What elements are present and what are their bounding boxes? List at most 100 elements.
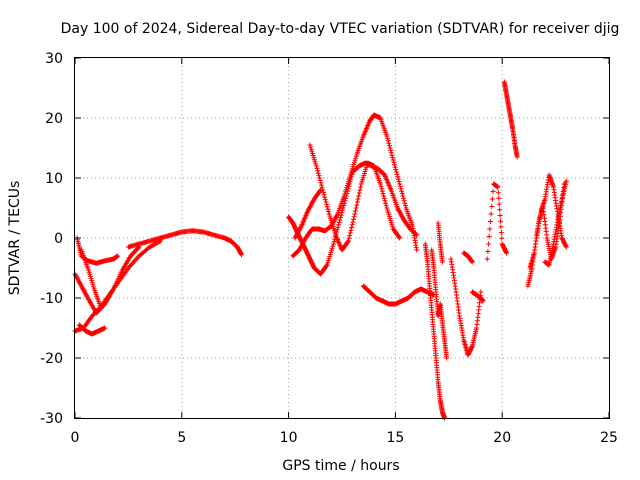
data-point (489, 196, 495, 202)
x-axis-label: GPS time / hours (282, 458, 399, 474)
x-tick-label: 0 (71, 430, 80, 446)
axis-ticks: 0 5 10 15 20 25 -30 -20 -10 0 10 20 30 (40, 51, 618, 446)
data-point (334, 227, 340, 233)
data-point (384, 135, 390, 141)
plot-frame (74, 57, 610, 419)
data-point (325, 206, 331, 212)
data-point (354, 202, 360, 208)
series-arc-10 (292, 187, 324, 241)
data-point (497, 213, 503, 218)
data-point (349, 225, 355, 230)
data-point (397, 235, 403, 241)
data-point (348, 227, 354, 233)
data-point (390, 155, 396, 161)
series-arc-5 (78, 247, 104, 310)
data-point (381, 193, 387, 199)
data-point (317, 177, 323, 183)
data-point (485, 249, 491, 254)
data-point (401, 195, 407, 201)
data-point (383, 203, 389, 209)
data-point (337, 217, 343, 223)
data-point (352, 208, 358, 214)
data-point (340, 205, 346, 211)
data-point (496, 201, 502, 207)
series-arc-11 (360, 283, 437, 307)
data-point (486, 241, 492, 247)
data-point (392, 162, 398, 168)
data-point (514, 154, 520, 160)
data-point (358, 184, 364, 190)
data-point (388, 150, 394, 156)
chart-title: Day 100 of 2024, Sidereal Day-to-day VTE… (61, 21, 620, 37)
data-point (393, 169, 399, 175)
data-point (387, 145, 393, 151)
data-point (563, 244, 569, 250)
series-arc-22 (542, 178, 569, 268)
data-point (317, 188, 323, 194)
data-point (498, 230, 504, 236)
data-point (324, 201, 330, 207)
data-point (397, 183, 403, 189)
data-point (503, 250, 509, 256)
series-arc-18 (484, 181, 509, 262)
data-point (480, 298, 486, 304)
data-point (316, 173, 322, 179)
data-point (350, 219, 356, 225)
x-tick-label: 5 (177, 430, 186, 446)
data-point (490, 189, 496, 194)
series-arc-6 (125, 228, 245, 258)
data-point (339, 210, 345, 216)
data-point (395, 174, 401, 180)
data-point (346, 235, 352, 241)
data-point (496, 195, 502, 201)
data-point (336, 219, 342, 225)
data-point (345, 239, 351, 245)
data-point (351, 216, 357, 222)
data-point (115, 253, 121, 259)
data-point (402, 203, 408, 209)
data-point (401, 198, 407, 204)
y-tick-label: -20 (40, 351, 63, 367)
data-point (314, 165, 320, 171)
data-point (313, 163, 319, 169)
data-point (356, 193, 362, 199)
data-point (397, 181, 403, 187)
data-point (355, 196, 361, 202)
series-arc-2 (72, 238, 163, 334)
data-point (383, 200, 389, 206)
series-arc-8 (307, 142, 403, 253)
data-point (322, 194, 328, 200)
data-point (488, 211, 494, 217)
data-point (484, 256, 490, 262)
data-point (338, 215, 344, 221)
data-point (102, 325, 108, 331)
data-point (315, 168, 321, 174)
y-tick-label: 10 (45, 171, 63, 187)
data-point (320, 189, 326, 195)
data-point (393, 167, 399, 173)
data-point (489, 204, 495, 209)
data-point (323, 199, 329, 205)
y-tick-label: -10 (40, 291, 63, 307)
data-point (98, 304, 104, 310)
data-point (324, 204, 330, 210)
data-point (384, 133, 390, 139)
data-point (439, 259, 445, 265)
data-point (478, 289, 484, 295)
data-point (396, 234, 402, 240)
data-point (318, 182, 324, 188)
y-axis-label: SDTVAR / TECUs (7, 181, 23, 296)
data-point (382, 198, 388, 204)
data-point (326, 209, 332, 215)
x-tick-label: 25 (600, 430, 618, 446)
data-point (347, 230, 353, 236)
data-point (391, 159, 397, 165)
data-point (354, 199, 360, 205)
series-arc-19 (501, 79, 520, 160)
x-tick-label: 20 (493, 430, 511, 446)
data-point (380, 191, 386, 197)
data-point (385, 138, 391, 144)
data-point (400, 193, 406, 199)
data-point (495, 190, 501, 196)
